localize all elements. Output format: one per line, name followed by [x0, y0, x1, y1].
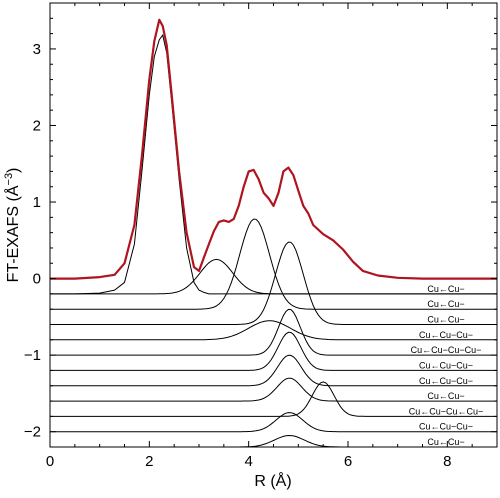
path-label-5: Cu←Cu−Cu−Cu− — [411, 345, 482, 355]
y-axis-title: FT-EXAFS (Å−3) — [3, 168, 22, 283]
path-curve-2 — [50, 218, 497, 310]
path-curve-10 — [50, 412, 497, 433]
path-curve-5 — [50, 308, 497, 356]
path-curve-8 — [50, 377, 497, 402]
path-label-3: Cu←Cu− — [427, 315, 464, 325]
path-label-7: Cu←Cu−Cu− — [419, 376, 473, 386]
axis-ticks — [49, 3, 497, 447]
first-shell-curve — [50, 34, 497, 295]
path-labels: Cu←Cu−Cu←Cu−Cu←Cu−Cu←Cu−Cu−Cu←Cu−Cu−Cu−C… — [409, 284, 484, 447]
y-axis-title-exponent: −3 — [3, 173, 15, 186]
path-curve-6 — [50, 331, 497, 371]
x-tick-label: 0 — [46, 453, 54, 470]
y-tick-label: −1 — [24, 347, 41, 364]
x-tick-label: 6 — [344, 453, 352, 470]
y-tick-label: 2 — [33, 117, 41, 134]
path-label-8: Cu←Cu− — [427, 391, 464, 401]
x-tick-label: 4 — [244, 453, 252, 470]
path-label-6: Cu←Cu−Cu− — [419, 360, 473, 370]
path-curve-7 — [50, 354, 497, 387]
y-tick-label: 0 — [33, 271, 41, 288]
x-axis-title: R (Å) — [254, 471, 291, 490]
path-label-9: Cu←Cu−Cu←Cu− — [409, 406, 484, 416]
y-tick-label: −2 — [24, 424, 41, 441]
y-axis-title-main: FT-EXAFS (Å — [3, 185, 22, 282]
total-ft-curve — [50, 18, 497, 280]
path-curve-11 — [50, 434, 497, 447]
path-label-1: Cu←Cu− — [427, 284, 464, 294]
path-curve-9 — [50, 381, 497, 417]
path-curve-4 — [50, 320, 497, 341]
x-tick-label: 8 — [443, 453, 451, 470]
y-tick-label: 3 — [33, 41, 41, 58]
path-label-11: Cu←Cu− — [427, 437, 464, 447]
path-label-10: Cu←Cu−Cu− — [419, 422, 473, 432]
path-curve-3 — [50, 241, 497, 325]
x-tick-labels: 0 2 4 6 8 — [46, 453, 452, 470]
path-label-4: Cu←Cu−Cu− — [419, 330, 473, 340]
y-tick-label: 1 — [33, 194, 41, 211]
y-tick-labels: −2 −1 0 1 2 3 — [24, 41, 41, 441]
x-tick-label: 2 — [145, 453, 153, 470]
path-label-2: Cu←Cu− — [427, 299, 464, 309]
plot-curves — [50, 18, 497, 447]
y-axis-title-close: ) — [5, 168, 22, 173]
